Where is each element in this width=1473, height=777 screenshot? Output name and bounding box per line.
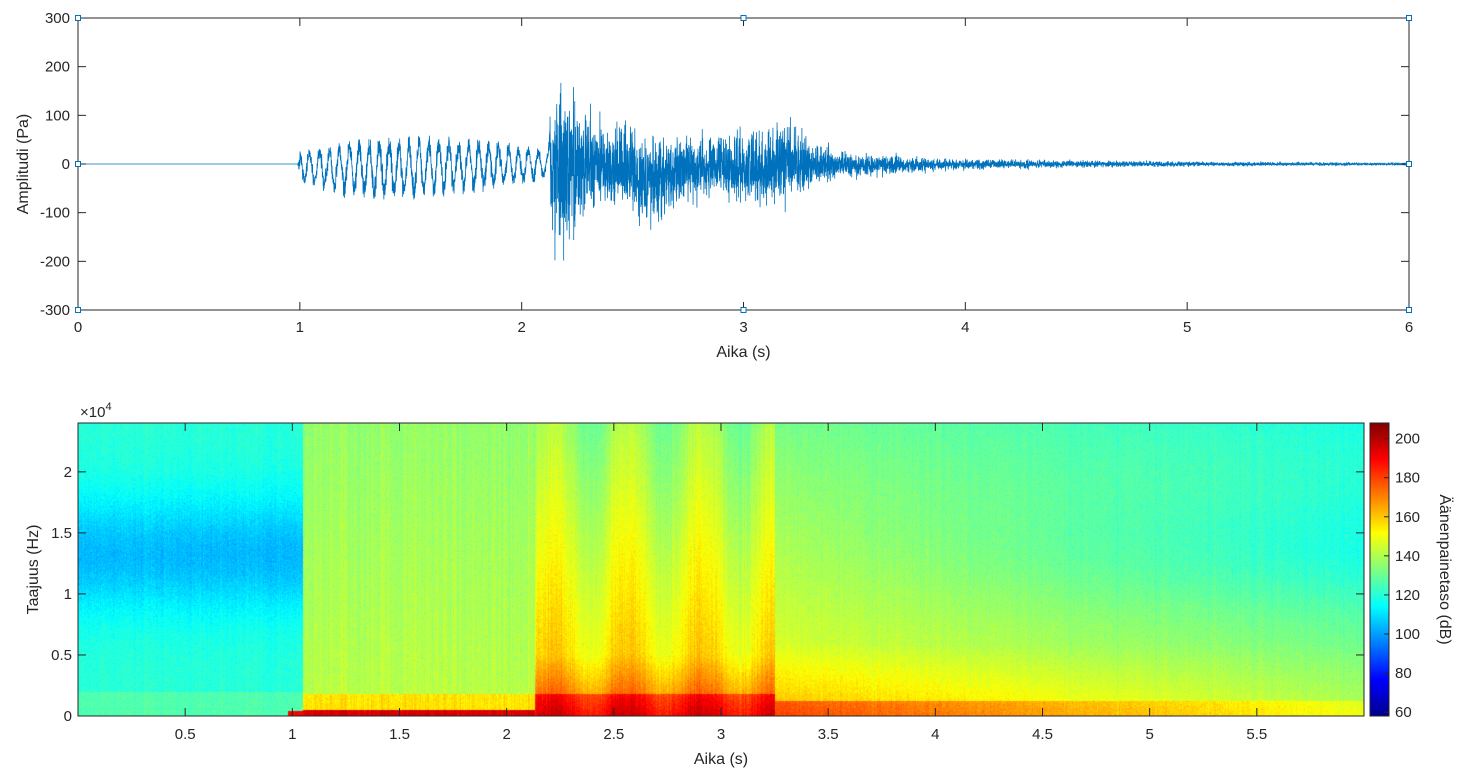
x-tick-label: 3: [717, 726, 725, 743]
x-tick-label: 1: [288, 726, 296, 743]
waveform-series: [78, 82, 1410, 261]
colorbar-tick-label: 160: [1395, 509, 1420, 526]
colorbar-label: Äänenpainetaso (dB): [1436, 494, 1454, 644]
x-tick-label: 3: [739, 319, 747, 336]
data-tip-marker: [740, 15, 747, 21]
colorbar-tick-label: 80: [1395, 665, 1412, 682]
x-tick-label: 2: [502, 726, 510, 743]
y-tick-label: 0: [64, 708, 72, 725]
colorbar: 60 80 100 120 140 160 180 200 Äänenpainetaso (d…: [1369, 422, 1454, 721]
spectrogram-ylabel: Taajuus (Hz): [25, 525, 42, 615]
data-tip-marker: [740, 307, 747, 313]
x-tick-label: 4: [931, 726, 939, 743]
y-tick-label: 200: [45, 59, 70, 76]
spectrogram-y-exponent: ×104: [80, 401, 112, 421]
x-tick-label: 0: [74, 319, 82, 336]
y-tick-label: 0: [62, 156, 70, 173]
colorbar-tick-label: 140: [1395, 548, 1420, 565]
x-tick-label: 5: [1183, 319, 1191, 336]
spectrogram-plot: 0.5 1 1.5 2 2.5 3 3.5 4 4.5 5 5.500.511.52 ×104 Ai…: [25, 401, 1365, 768]
y-tick-label: -200: [40, 253, 70, 270]
y-exponent-base: ×10: [80, 404, 105, 421]
x-tick-label: 6: [1405, 319, 1413, 336]
data-tip-marker: [75, 307, 81, 313]
x-tick-label: 5: [1145, 726, 1153, 743]
x-tick-label: 4.5: [1032, 726, 1053, 743]
x-tick-label: 0.5: [175, 726, 196, 743]
waveform-ylabel: Amplitudi (Pa): [15, 114, 32, 214]
y-tick-label: -100: [40, 205, 70, 222]
spectrogram-xlabel: Aika (s): [694, 751, 748, 768]
data-tip-marker: [75, 161, 81, 167]
x-tick-label: 1: [296, 319, 304, 336]
colorbar-frame: [1369, 422, 1390, 717]
y-tick-label: 100: [45, 107, 70, 124]
y-tick-label: 2: [64, 464, 72, 481]
data-tip-marker: [1406, 307, 1412, 313]
spectrogram-image: [78, 423, 1364, 716]
y-tick-label: 1.5: [51, 525, 72, 542]
waveform-xlabel: Aika (s): [716, 344, 770, 361]
x-tick-label: 1.5: [389, 726, 410, 743]
data-tip-marker: [75, 15, 81, 21]
spectrogram-ticks: 0.5 1 1.5 2 2.5 3 3.5 4 4.5 5 5.5 0 0.5 1 1.5 2: [51, 423, 1364, 743]
y-tick-label: -300: [40, 302, 70, 319]
waveform-ticks: 0 1 2 3 4 5 6 -300 -200 -100 0 100 200 300: [40, 10, 1413, 336]
x-tick-label: 4: [961, 319, 969, 336]
data-tip-marker: [1406, 15, 1412, 21]
colorbar-tick-label: 200: [1395, 431, 1420, 448]
waveform-markers: [75, 15, 1412, 313]
colorbar-gradient: [1370, 423, 1389, 716]
x-tick-label: 3.5: [818, 726, 839, 743]
colorbar-tick-label: 60: [1395, 704, 1412, 721]
colorbar-ticks: 60 80 100 120 140 160 180 200: [1384, 431, 1420, 721]
y-tick-label: 1: [64, 586, 72, 603]
y-tick-label: 0.5: [51, 647, 72, 664]
data-tip-marker: [1406, 161, 1412, 167]
colorbar-tick-label: 100: [1395, 626, 1420, 643]
x-tick-label: 5.5: [1246, 726, 1267, 743]
colorbar-tick-label: 180: [1395, 470, 1420, 487]
y-tick-label: 300: [45, 10, 70, 27]
colorbar-tick-label: 120: [1395, 587, 1420, 604]
spectrogram-image-holder: [78, 423, 1364, 716]
y-exponent-power: 4: [105, 401, 111, 413]
x-tick-label: 2.5: [603, 726, 624, 743]
waveform-plot: 0 1 2 3 4 5 6 -300 -200 -100 0 100 200 300 Aika (s) A…: [15, 10, 1413, 361]
x-tick-label: 2: [517, 319, 525, 336]
waveform-line: [78, 82, 1410, 261]
